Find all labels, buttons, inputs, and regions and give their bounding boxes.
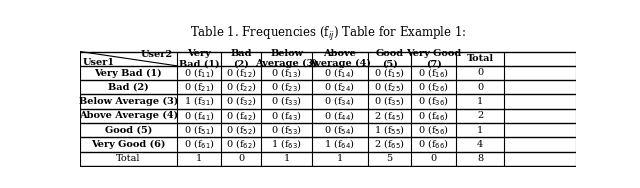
Text: 0 (f$_{43}$): 0 (f$_{43}$) — [271, 109, 302, 123]
Text: 0 (f$_{13}$): 0 (f$_{13}$) — [271, 66, 302, 80]
Text: Very Good (6): Very Good (6) — [91, 140, 166, 149]
Text: Good (5): Good (5) — [105, 126, 152, 135]
Text: 0: 0 — [431, 154, 436, 163]
Text: 0 (f$_{46}$): 0 (f$_{46}$) — [418, 109, 449, 123]
Text: Below
Average (3): Below Average (3) — [255, 49, 318, 68]
Text: Above Average (4): Above Average (4) — [79, 111, 178, 120]
Text: 0 (f$_{61}$): 0 (f$_{61}$) — [184, 138, 214, 151]
Text: Very Good
(7): Very Good (7) — [406, 49, 461, 68]
Text: 0 (f$_{44}$): 0 (f$_{44}$) — [324, 109, 355, 123]
Text: 1 (f$_{63}$): 1 (f$_{63}$) — [271, 138, 302, 151]
Text: Above
Average (4): Above Average (4) — [308, 49, 371, 68]
Text: 0 (f$_{15}$): 0 (f$_{15}$) — [374, 66, 405, 80]
Text: 1 (f$_{64}$): 1 (f$_{64}$) — [324, 138, 355, 151]
Text: Bad (2): Bad (2) — [108, 83, 148, 92]
Text: 1: 1 — [477, 126, 483, 135]
Text: 0 (f$_{22}$): 0 (f$_{22}$) — [226, 80, 257, 94]
Text: 0 (f$_{53}$): 0 (f$_{53}$) — [271, 123, 302, 137]
Text: 0 (f$_{36}$): 0 (f$_{36}$) — [418, 95, 449, 108]
Text: Good
(5): Good (5) — [376, 49, 404, 68]
Text: 0 (f$_{54}$): 0 (f$_{54}$) — [324, 123, 355, 137]
Text: 0 (f$_{14}$): 0 (f$_{14}$) — [324, 66, 355, 80]
Text: 0 (f$_{25}$): 0 (f$_{25}$) — [374, 80, 405, 94]
Text: 8: 8 — [477, 154, 483, 163]
Text: 0 (f$_{24}$): 0 (f$_{24}$) — [324, 80, 355, 94]
Text: 0 (f$_{62}$): 0 (f$_{62}$) — [226, 138, 257, 151]
Text: Very
Bad (1): Very Bad (1) — [179, 49, 220, 68]
Text: 5: 5 — [387, 154, 392, 163]
Text: 1: 1 — [196, 154, 202, 163]
Text: 1 (f$_{31}$): 1 (f$_{31}$) — [184, 95, 214, 108]
Text: Below Average (3): Below Average (3) — [79, 97, 178, 106]
Text: 0 (f$_{34}$): 0 (f$_{34}$) — [324, 95, 355, 108]
Text: 2 (f$_{45}$): 2 (f$_{45}$) — [374, 109, 405, 123]
Text: 2: 2 — [477, 111, 483, 120]
Text: 0 (f$_{32}$): 0 (f$_{32}$) — [226, 95, 257, 108]
Text: 0 (f$_{35}$): 0 (f$_{35}$) — [374, 95, 405, 108]
Text: 0: 0 — [477, 83, 483, 92]
Text: User1: User1 — [83, 58, 115, 67]
Text: 0 (f$_{42}$): 0 (f$_{42}$) — [226, 109, 257, 123]
Text: 1: 1 — [337, 154, 343, 163]
Text: 0 (f$_{52}$): 0 (f$_{52}$) — [226, 123, 257, 137]
Text: 1: 1 — [284, 154, 290, 163]
Text: User2: User2 — [141, 50, 173, 59]
Text: Total: Total — [116, 154, 141, 163]
Text: Very Bad (1): Very Bad (1) — [95, 68, 162, 77]
Text: 0 (f$_{26}$): 0 (f$_{26}$) — [418, 80, 449, 94]
Text: 0: 0 — [238, 154, 244, 163]
Text: Total: Total — [467, 54, 493, 63]
Text: 0 (f$_{16}$): 0 (f$_{16}$) — [418, 66, 449, 80]
Text: Table 1. Frequencies (f$_{ij}$) Table for Example 1:: Table 1. Frequencies (f$_{ij}$) Table fo… — [189, 25, 467, 43]
Text: 0 (f$_{41}$): 0 (f$_{41}$) — [184, 109, 214, 123]
Text: 0: 0 — [477, 68, 483, 77]
Text: 0 (f$_{56}$): 0 (f$_{56}$) — [418, 123, 449, 137]
Text: 0 (f$_{23}$): 0 (f$_{23}$) — [271, 80, 302, 94]
Text: 0 (f$_{51}$): 0 (f$_{51}$) — [184, 123, 214, 137]
Text: 1 (f$_{55}$): 1 (f$_{55}$) — [374, 123, 405, 137]
Text: Bad
(2): Bad (2) — [230, 49, 252, 68]
Text: 0 (f$_{12}$): 0 (f$_{12}$) — [226, 66, 257, 80]
Text: 0 (f$_{21}$): 0 (f$_{21}$) — [184, 80, 214, 94]
Text: 1: 1 — [477, 97, 483, 106]
Text: 4: 4 — [477, 140, 483, 149]
Text: 0 (f$_{11}$): 0 (f$_{11}$) — [184, 66, 214, 80]
Text: 0 (f$_{33}$): 0 (f$_{33}$) — [271, 95, 302, 108]
Text: 2 (f$_{65}$): 2 (f$_{65}$) — [374, 138, 405, 151]
Text: 0 (f$_{66}$): 0 (f$_{66}$) — [418, 138, 449, 151]
